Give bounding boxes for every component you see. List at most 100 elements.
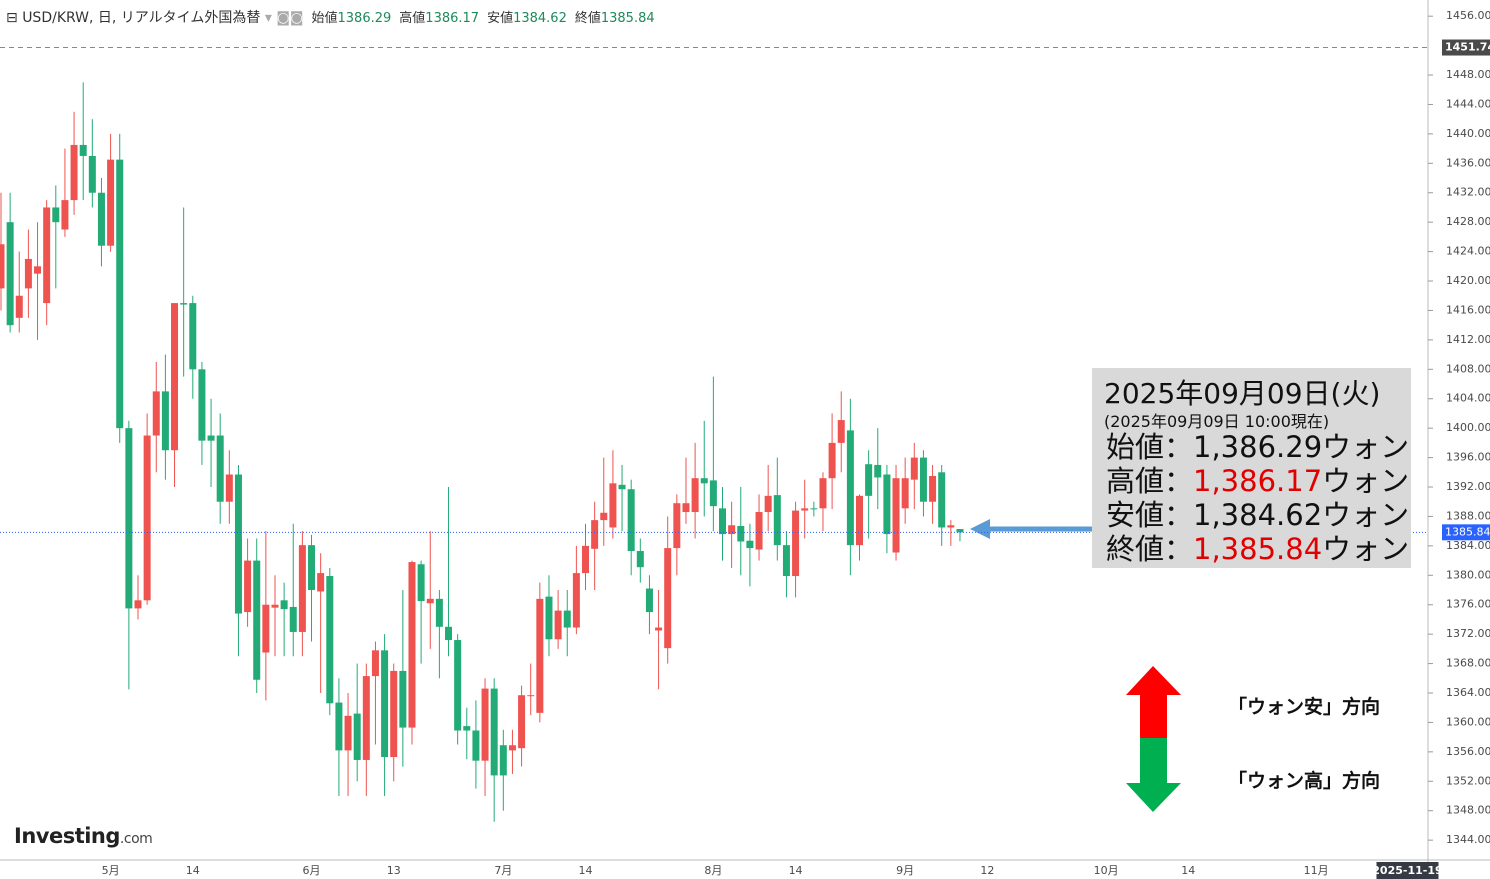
candle-body <box>52 207 60 223</box>
candle-body <box>161 391 169 451</box>
candle-body <box>518 695 526 749</box>
y-tick-label: 1424.00 <box>1446 245 1490 258</box>
candle-body <box>572 573 580 628</box>
y-tick-label: 1428.00 <box>1446 215 1490 228</box>
candle-body <box>61 200 69 230</box>
candle-body <box>171 303 179 451</box>
y-tick-label: 1344.00 <box>1446 833 1490 846</box>
logo-text: Investing <box>14 824 120 848</box>
info-label: 高値： <box>1106 464 1194 498</box>
x-tick-label: 8月 <box>704 864 722 877</box>
candle-body <box>43 207 51 304</box>
candle-body <box>792 510 800 577</box>
info-row: 安値：1,384.62ウォン <box>1106 492 1409 534</box>
x-tick-label: 14 <box>1181 864 1195 877</box>
y-tick-label: 1348.00 <box>1446 804 1490 817</box>
candle-body <box>664 548 672 649</box>
candle-body <box>271 604 279 608</box>
candle-body <box>545 596 553 640</box>
candle-body <box>253 560 261 680</box>
candle-body <box>719 508 727 535</box>
candle-body <box>308 545 316 591</box>
candle-body <box>554 610 562 640</box>
candle-body <box>454 640 462 731</box>
candle-body <box>755 512 763 550</box>
candle-body <box>490 688 498 776</box>
candle-body <box>582 545 590 574</box>
candle-body <box>947 525 955 528</box>
candle-body <box>819 478 827 509</box>
y-tick-label: 1376.00 <box>1446 598 1490 611</box>
info-label: 始値： <box>1106 430 1194 464</box>
up-arrow <box>1126 666 1181 738</box>
ohlc-value: 1384.62 <box>513 11 567 26</box>
logo-suffix: .com <box>119 831 153 847</box>
cursor-date-bg <box>1376 862 1439 879</box>
candle-body <box>6 222 14 326</box>
info-row: 高値：1,386.17ウォン <box>1106 458 1409 500</box>
candle-body <box>125 428 133 609</box>
candle-body <box>673 503 681 549</box>
x-tick-label: 7月 <box>494 864 512 877</box>
x-tick-label: 12 <box>980 864 994 877</box>
candle-body <box>317 573 325 592</box>
candle-body <box>910 457 918 480</box>
candle-body <box>627 489 635 552</box>
y-tick-label: 1456.00 <box>1446 9 1490 22</box>
y-tick-label: 1420.00 <box>1446 274 1490 287</box>
candle-body <box>198 369 206 441</box>
info-value: 1,384.62 <box>1193 498 1323 532</box>
y-tick-label: 1352.00 <box>1446 774 1490 787</box>
candle-body <box>134 600 142 609</box>
candle-body <box>682 503 690 513</box>
y-tick-label: 1372.00 <box>1446 627 1490 640</box>
icons: ▾ ◙◙ <box>264 10 304 26</box>
candle-body <box>362 676 370 760</box>
candle-body <box>335 702 343 751</box>
candle-body <box>371 650 379 677</box>
candle-body <box>737 526 745 542</box>
info-subtitle: (2025年09月09日 10:00現在) <box>1104 412 1330 431</box>
y-tick-label: 1396.00 <box>1446 451 1490 464</box>
y-tick-label: 1404.00 <box>1446 392 1490 405</box>
candle-body <box>919 457 927 502</box>
candle-body <box>901 478 909 509</box>
candle-body <box>472 730 480 761</box>
candle-body <box>563 610 571 628</box>
candle-body <box>508 745 516 751</box>
y-tick-label: 1416.00 <box>1446 303 1490 316</box>
candle-body <box>764 495 772 513</box>
info-value: 1,386.17 <box>1193 464 1323 498</box>
candle-body <box>417 564 425 602</box>
candle-body <box>618 484 626 490</box>
candle-body <box>280 600 288 610</box>
x-tick-label: 9月 <box>896 864 914 877</box>
header: ⊟ USD/KRW, 日, リアルタイム外国為替 ▾ ◙◙ 始値1386.29 高値… <box>6 10 655 26</box>
y-tick-label: 1360.00 <box>1446 715 1490 728</box>
candle-body <box>445 626 453 641</box>
candle-body <box>426 598 434 604</box>
x-tick-label: 13 <box>387 864 401 877</box>
candle-body <box>856 495 864 546</box>
candle-body <box>234 474 242 614</box>
x-tick-label: 14 <box>789 864 803 877</box>
candle-body <box>929 475 937 502</box>
candle-body <box>892 478 900 553</box>
candle-body <box>463 726 471 731</box>
candle-body <box>591 520 599 549</box>
candle-body <box>408 562 416 728</box>
candle-body <box>499 745 507 776</box>
candle-body <box>865 464 873 496</box>
candle-body <box>399 670 407 728</box>
ohlc-value: 1386.29 <box>337 11 392 26</box>
y-tick-label: 1432.00 <box>1446 186 1490 199</box>
y-tick-label: 1412.00 <box>1446 333 1490 346</box>
ohlc-value: 1385.84 <box>600 11 655 26</box>
symbol: USD/KRW, 日, リアルタイム外国為替 <box>22 10 261 26</box>
ohlc-value: 1386.17 <box>425 11 480 26</box>
y-tick-label: 1448.00 <box>1446 68 1490 81</box>
candle-body <box>289 606 297 632</box>
info-unit: ウォン <box>1322 532 1410 566</box>
info-unit: ウォン <box>1322 498 1410 532</box>
